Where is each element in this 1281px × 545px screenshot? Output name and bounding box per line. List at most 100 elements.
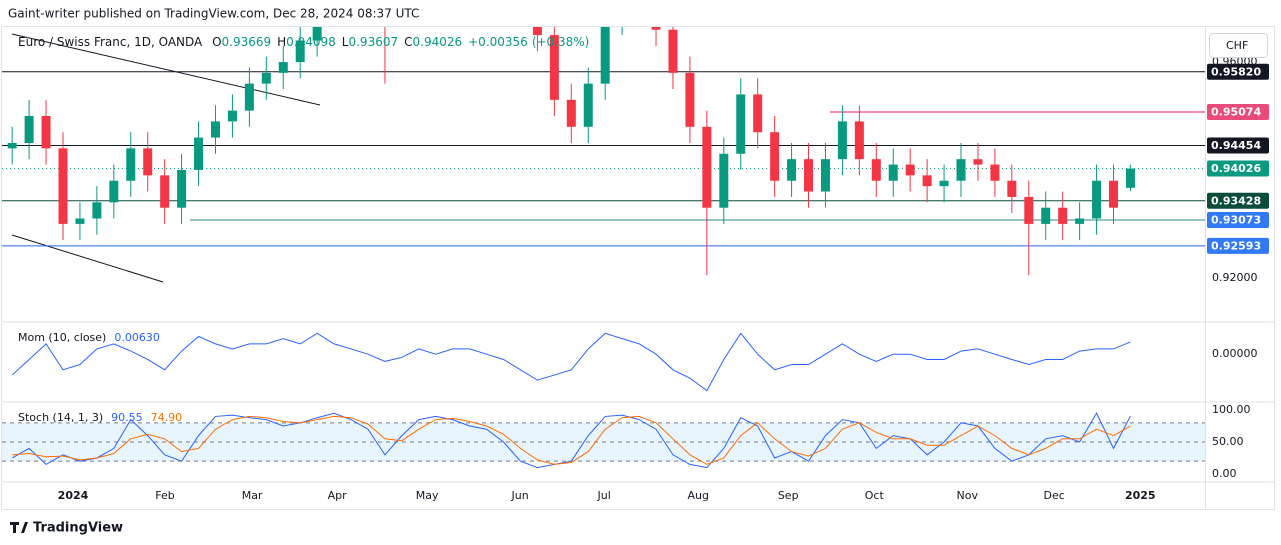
currency-button[interactable] (1209, 33, 1268, 58)
candle-body (227, 110, 237, 122)
candle-body (566, 99, 576, 127)
time-tick-label: Dec (1044, 489, 1065, 502)
level-price-box (1207, 137, 1269, 154)
price-pane (2, 27, 1205, 276)
ohlc-label: O (212, 35, 221, 49)
time-tick-label: 2024 (58, 489, 89, 502)
stoch-tick-label: 50.00 (1212, 435, 1244, 448)
candle-body (312, 27, 322, 41)
candle-body (990, 164, 1000, 181)
time-tick-label: Feb (155, 489, 174, 502)
candle-body (1058, 207, 1068, 224)
candle-body (1125, 168, 1135, 188)
time-tick-label: Mar (242, 489, 263, 502)
level-price-label: 0.92593 (1211, 239, 1261, 252)
indicator-value: 0.00630 (114, 331, 160, 344)
time-tick-label: Sep (778, 489, 799, 502)
indicator-title: Stoch (14, 1, 3) (18, 411, 103, 424)
time-tick-label: Jul (597, 489, 611, 502)
price-tick-label: 0.92000 (1212, 271, 1258, 284)
candle-body (1007, 180, 1017, 197)
candle-body (770, 132, 780, 181)
symbol-title: Euro / Swiss Franc, 1D, OANDA (18, 35, 203, 49)
candle-body (922, 175, 932, 187)
level-price-label: 0.94454 (1211, 139, 1261, 152)
ohlc-label: H (277, 35, 286, 49)
change-percent: (+0.38%) (532, 35, 590, 49)
candle-body (973, 159, 983, 165)
candle-body (244, 83, 254, 111)
candle-body (278, 62, 288, 73)
candle-body (651, 27, 661, 30)
ohlc-value: 0.94098 (286, 35, 336, 49)
candle-body (41, 116, 51, 149)
level-price-label: 0.93073 (1211, 213, 1261, 226)
candle-body (820, 159, 830, 192)
stoch-tick-label: 0.00 (1212, 467, 1237, 480)
candle-body (871, 159, 881, 181)
candle-body (549, 35, 559, 100)
candle-body (787, 159, 797, 181)
candle-body (1092, 180, 1102, 219)
candle-body (295, 40, 305, 63)
level-price-label: 0.95074 (1211, 106, 1261, 119)
mom-tick-label: 0.00000 (1212, 347, 1258, 360)
level-price-box (1207, 63, 1269, 80)
footer-brand: TradingView (33, 521, 123, 536)
candle-body (702, 126, 712, 208)
time-tick-label: Aug (687, 489, 708, 502)
time-tick-label: 2025 (1125, 489, 1156, 502)
candle-body (532, 27, 542, 36)
level-price-box (1207, 237, 1269, 254)
trendlines (11, 33, 321, 283)
change-value: +0.00356 (468, 35, 528, 49)
candle-body (600, 27, 610, 84)
ohlc-value: 0.94026 (413, 35, 463, 49)
candle-body (92, 202, 102, 219)
time-tick-label: Jun (511, 489, 529, 502)
candle-body (1024, 196, 1034, 224)
candle-body (719, 153, 729, 208)
time-tick-label: Apr (328, 489, 348, 502)
chart-frame (1, 26, 1275, 510)
candle-body (668, 29, 678, 73)
level-price-box (1207, 192, 1269, 209)
level-price-box (1207, 160, 1269, 177)
candle-body (1109, 180, 1119, 208)
candle-body (126, 148, 136, 181)
momentum-pane (11, 332, 1131, 392)
candle-body (160, 175, 170, 208)
candle-body (177, 169, 187, 208)
candle-body (261, 72, 271, 84)
candle-body (939, 180, 949, 187)
ohlc-value: 0.93669 (222, 35, 272, 49)
candle-body (753, 94, 763, 133)
candle-body (7, 142, 17, 149)
level-price-label: 0.93428 (1211, 194, 1261, 207)
indicator-title: Mom (10, close) (18, 331, 106, 344)
ohlc-label: C (404, 35, 412, 49)
candle-body (58, 148, 68, 224)
stochastic-pane (2, 412, 1205, 469)
logo-icon (10, 522, 28, 533)
candle-body (210, 121, 220, 138)
trendline (11, 234, 164, 283)
candle-body (1075, 218, 1085, 224)
candle-body (837, 121, 847, 160)
candle-body (685, 72, 695, 127)
candle-body (143, 148, 153, 176)
ohlc-value: 0.93607 (348, 35, 398, 49)
indicator-line (11, 412, 1131, 469)
candle-body (24, 116, 34, 143)
stoch-tick-label: 100.00 (1212, 403, 1251, 416)
candle-body (194, 137, 204, 170)
indicator-value: 90.55 (111, 411, 143, 424)
tradingview-logo: TradingView (10, 521, 123, 536)
currency-label[interactable]: CHF (1226, 39, 1248, 52)
level-price-box (1207, 211, 1269, 228)
candle-body (905, 164, 915, 176)
level-price-box (1207, 104, 1269, 121)
publisher-line: Gaint-writer published on TradingView.co… (8, 7, 419, 21)
stoch-legend: Stoch (14, 1, 3) 90.55 74.90 (18, 411, 182, 424)
